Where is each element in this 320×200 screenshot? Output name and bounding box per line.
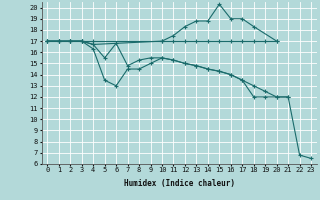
X-axis label: Humidex (Indice chaleur): Humidex (Indice chaleur) [124, 179, 235, 188]
